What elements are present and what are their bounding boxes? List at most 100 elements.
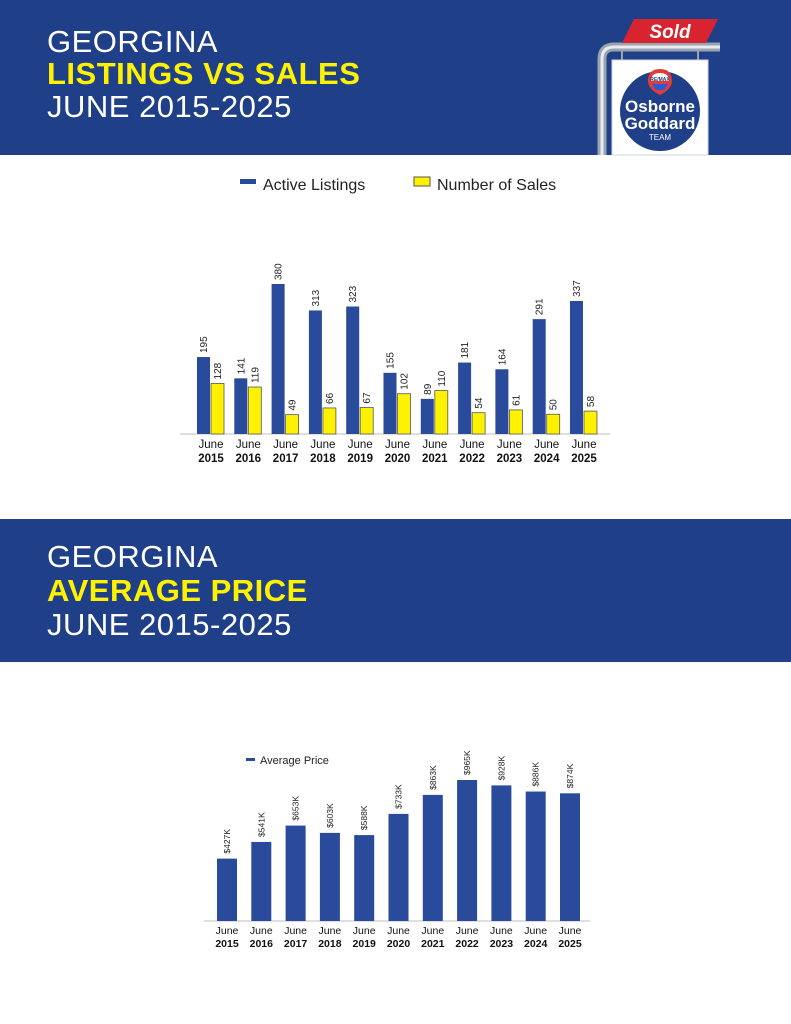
legend-swatch-price bbox=[246, 758, 255, 761]
x-tick-label-year: 2024 bbox=[534, 453, 560, 465]
data-label: 50 bbox=[549, 399, 560, 411]
balloon-icon bbox=[648, 69, 672, 95]
sold-banner bbox=[622, 19, 718, 43]
bar-active-listings bbox=[420, 398, 434, 434]
data-label: 119 bbox=[250, 367, 261, 383]
x-tick-label-year: 2016 bbox=[236, 453, 262, 465]
average-price-chart: Average Price $427KJune2015$541KJune2016… bbox=[204, 750, 590, 950]
data-label: 128 bbox=[213, 362, 224, 379]
data-label: 181 bbox=[460, 341, 471, 358]
bar-active-listings bbox=[570, 300, 583, 434]
legend-label-listings: Active Listings bbox=[263, 177, 365, 194]
x-tick-label-month: June bbox=[250, 925, 273, 937]
x-tick-label-year: 2017 bbox=[273, 453, 299, 465]
x-tick-label-year: 2020 bbox=[387, 938, 411, 950]
data-label: 380 bbox=[274, 263, 285, 280]
data-label: 291 bbox=[535, 298, 546, 315]
data-label: 61 bbox=[511, 394, 522, 406]
data-label: $603K bbox=[325, 803, 335, 828]
bar-number-of-sales bbox=[546, 413, 561, 435]
x-tick-label-year: 2021 bbox=[421, 938, 445, 950]
legend-label-price: Average Price bbox=[260, 755, 329, 767]
x-tick-label-month: June bbox=[348, 439, 373, 451]
x-tick-label-year: 2017 bbox=[284, 938, 308, 950]
data-label: $541K bbox=[256, 812, 266, 837]
chart2-bars: $427KJune2015$541KJune2016$653KJune2017$… bbox=[215, 750, 582, 950]
x-tick-label-month: June bbox=[236, 439, 261, 451]
bar-average-price bbox=[319, 832, 340, 921]
data-label: 195 bbox=[199, 336, 210, 353]
x-tick-label-year: 2025 bbox=[571, 453, 597, 465]
x-tick-label-month: June bbox=[199, 439, 224, 451]
data-label: 89 bbox=[423, 383, 434, 395]
x-tick-label-month: June bbox=[422, 439, 447, 451]
bar-number-of-sales bbox=[397, 393, 411, 435]
bar-number-of-sales bbox=[434, 390, 449, 435]
x-tick-label-year: 2019 bbox=[353, 938, 377, 950]
logo-name-line2: Goddard bbox=[625, 114, 696, 133]
x-tick-label-month: June bbox=[273, 439, 298, 451]
date-range-title-2: JUNE 2015-2025 bbox=[47, 607, 292, 642]
bar-number-of-sales bbox=[359, 407, 374, 435]
bar-average-price bbox=[354, 835, 375, 921]
bar-average-price bbox=[560, 793, 580, 921]
x-tick-label-year: 2023 bbox=[497, 453, 523, 465]
x-tick-label-month: June bbox=[534, 439, 559, 451]
bar-number-of-sales bbox=[508, 409, 523, 435]
x-tick-label-month: June bbox=[497, 439, 522, 451]
x-tick-label-month: June bbox=[319, 925, 342, 937]
data-label: 110 bbox=[437, 370, 448, 386]
bar-average-price bbox=[491, 785, 512, 921]
x-tick-label-month: June bbox=[387, 925, 410, 937]
bar-number-of-sales bbox=[322, 407, 337, 435]
legend-swatch-listings bbox=[240, 179, 256, 184]
logo-name-line3: TEAM bbox=[649, 133, 672, 142]
bar-active-listings bbox=[532, 319, 546, 434]
bar-active-listings bbox=[346, 306, 360, 434]
data-label: 164 bbox=[497, 348, 508, 365]
bar-active-listings bbox=[458, 362, 472, 434]
data-label: 141 bbox=[236, 357, 247, 374]
data-label: 323 bbox=[348, 285, 359, 302]
data-label: $928K bbox=[496, 755, 506, 780]
x-tick-label-year: 2019 bbox=[347, 453, 373, 465]
data-label: $653K bbox=[291, 796, 301, 821]
x-tick-label-year: 2023 bbox=[490, 938, 514, 950]
data-label: 54 bbox=[474, 397, 485, 409]
chart1-legend: Active Listings Number of Sales bbox=[240, 176, 556, 194]
bar-number-of-sales bbox=[247, 386, 262, 435]
x-tick-label-month: June bbox=[385, 439, 410, 451]
data-label: 102 bbox=[400, 373, 411, 390]
x-tick-label-year: 2025 bbox=[558, 938, 582, 950]
date-range-title: JUNE 2015-2025 bbox=[47, 89, 292, 124]
data-label: $863K bbox=[428, 765, 438, 790]
header-banner-price: GEORGINA AVERAGE PRICE JUNE 2015-2025 bbox=[0, 519, 791, 662]
data-label: 67 bbox=[362, 392, 373, 404]
bar-number-of-sales bbox=[285, 414, 300, 435]
x-tick-label-year: 2024 bbox=[524, 938, 548, 950]
x-tick-label-month: June bbox=[421, 925, 444, 937]
x-tick-label-month: June bbox=[460, 439, 485, 451]
bar-active-listings bbox=[271, 284, 285, 434]
bar-average-price bbox=[525, 791, 546, 921]
x-tick-label-month: June bbox=[284, 925, 307, 937]
bar-active-listings bbox=[197, 357, 210, 434]
chart-title-highlight: LISTINGS VS SALES bbox=[47, 56, 361, 91]
x-tick-label-year: 2018 bbox=[310, 453, 336, 465]
data-label: $588K bbox=[359, 805, 369, 830]
x-tick-label-year: 2015 bbox=[215, 938, 239, 950]
bar-active-listings bbox=[308, 310, 322, 434]
legend-swatch-sales bbox=[413, 176, 431, 187]
x-tick-label-month: June bbox=[310, 439, 335, 451]
x-tick-label-year: 2016 bbox=[250, 938, 274, 950]
bar-active-listings bbox=[495, 369, 509, 434]
x-tick-label-year: 2022 bbox=[459, 453, 485, 465]
bar-average-price bbox=[217, 858, 237, 921]
bar-number-of-sales bbox=[210, 383, 225, 435]
logo-name-line1: Osborne bbox=[625, 97, 695, 116]
data-label: 313 bbox=[311, 289, 322, 306]
brand-top: RE/MAX bbox=[650, 77, 670, 83]
data-label: $427K bbox=[222, 829, 232, 854]
data-label: 66 bbox=[325, 392, 336, 404]
